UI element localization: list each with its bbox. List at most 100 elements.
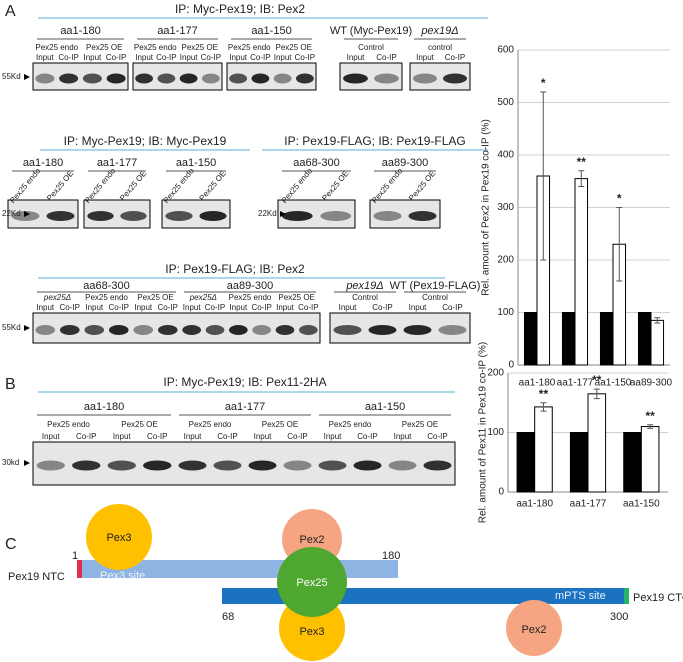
group-label: aa68-300 xyxy=(293,157,340,169)
lane-label: Co-IP xyxy=(60,303,80,312)
marker-arrow xyxy=(24,325,30,331)
band xyxy=(178,460,207,471)
panel-label: B xyxy=(5,376,16,393)
band xyxy=(72,460,101,471)
band xyxy=(59,325,80,335)
bar xyxy=(523,312,538,366)
lane-label: Input xyxy=(42,432,61,441)
group-label: aa1-177 xyxy=(97,157,137,169)
band xyxy=(143,460,172,471)
lane-sublabel: Pex25 OE xyxy=(407,169,437,203)
lane-sublabel: Pex25 OE xyxy=(137,293,173,302)
lane-label: Input xyxy=(347,53,366,62)
lane-sublabel: Pex25 OE xyxy=(182,43,218,52)
lane-label: Input xyxy=(339,303,358,312)
y-tick-label: 0 xyxy=(508,360,514,371)
lane-label: Co-IP xyxy=(217,432,237,441)
lane-label: Input xyxy=(184,432,203,441)
lane-label: Input xyxy=(416,53,435,62)
lane-label: Co-IP xyxy=(106,53,126,62)
lane-sublabel: Pex25 OE xyxy=(276,43,312,52)
band xyxy=(35,325,56,335)
protein-label: Pex2 xyxy=(299,534,324,546)
band xyxy=(299,325,318,335)
band xyxy=(443,73,467,84)
band xyxy=(157,73,176,84)
protein-label: Pex3 xyxy=(299,626,324,638)
lane-label: Co-IP xyxy=(251,303,271,312)
x-tick-label: aa1-177 xyxy=(557,378,594,389)
bar xyxy=(650,319,665,366)
band xyxy=(403,325,432,335)
y-tick-label: 600 xyxy=(497,45,514,56)
protein-label: Pex25 xyxy=(296,577,327,589)
construct-tip xyxy=(77,560,82,578)
lane-sublabel: Pex25 endo xyxy=(47,420,90,429)
band xyxy=(201,73,220,84)
lane-sublabel: Pex25 OE xyxy=(86,43,122,52)
protein-label: Pex2 xyxy=(521,624,546,636)
lane-label: Co-IP xyxy=(76,432,96,441)
band xyxy=(333,325,362,335)
band xyxy=(373,211,402,221)
group-label: aa89-300 xyxy=(382,157,429,169)
bar xyxy=(516,432,536,493)
lane-label: Co-IP xyxy=(287,432,307,441)
band xyxy=(283,460,312,471)
band xyxy=(59,73,79,84)
x-tick-label: aa1-180 xyxy=(516,499,553,510)
band xyxy=(36,460,65,471)
lane-label: Co-IP xyxy=(205,303,225,312)
bar xyxy=(569,432,589,493)
lane-sublabel: Pex25 OE xyxy=(402,420,438,429)
bar xyxy=(534,406,553,493)
panel-label: A xyxy=(5,3,16,20)
construct-tip xyxy=(624,588,629,604)
group-label: aa1-150 xyxy=(251,25,291,37)
x-tick-label: aa1-150 xyxy=(595,378,632,389)
lane-label: Input xyxy=(113,432,132,441)
significance: * xyxy=(541,76,546,90)
y-tick-label: 100 xyxy=(497,307,514,318)
band xyxy=(251,73,270,84)
lane-sublabel: Pex25 OE xyxy=(121,420,157,429)
x-tick-label: aa1-150 xyxy=(623,499,660,510)
band xyxy=(182,325,202,335)
lane-label: Input xyxy=(85,303,104,312)
lane-sublabel: Control xyxy=(358,43,384,52)
band xyxy=(423,460,452,471)
significance: ** xyxy=(645,409,655,423)
lane-label: Input xyxy=(180,53,199,62)
panel-label: C xyxy=(5,536,17,553)
marker-arrow xyxy=(24,74,30,80)
significance: * xyxy=(617,192,622,206)
blot-title: IP: Myc-Pex19; IB: Pex2 xyxy=(175,2,305,16)
band xyxy=(413,73,437,84)
group-label: aa68-300 xyxy=(83,280,130,292)
band xyxy=(374,73,399,84)
size-marker: 55Kd xyxy=(2,323,21,332)
bar xyxy=(561,312,576,366)
lane-sublabel: Pex25 endo xyxy=(370,166,405,205)
lane-label: Co-IP xyxy=(158,303,178,312)
bar xyxy=(574,178,589,366)
marker-arrow xyxy=(24,460,30,466)
lane-sublabel: Pex25 OE xyxy=(262,420,298,429)
lane-label: Co-IP xyxy=(372,303,392,312)
lane-label: Input xyxy=(254,432,273,441)
group-label: WT (Pex19-FLAG) xyxy=(390,280,481,292)
lane-sublabel: Pex25 endo xyxy=(189,420,232,429)
band xyxy=(35,73,55,84)
lane-label: Co-IP xyxy=(298,303,318,312)
lane-sublabel: Pex25 OE xyxy=(118,169,148,203)
band xyxy=(213,460,242,471)
lane-label: Input xyxy=(409,303,428,312)
significance: ** xyxy=(539,387,549,401)
lane-label: Co-IP xyxy=(445,53,465,62)
group-label: aa1-180 xyxy=(84,401,124,413)
bar xyxy=(637,312,652,366)
y-axis-label: Rel. amount of Pex11 in Pex19 co-IP (%) xyxy=(478,342,489,523)
group-label: pex19Δ xyxy=(420,25,458,37)
lane-sublabel: Pex25 endo xyxy=(329,420,372,429)
bar xyxy=(599,312,614,366)
